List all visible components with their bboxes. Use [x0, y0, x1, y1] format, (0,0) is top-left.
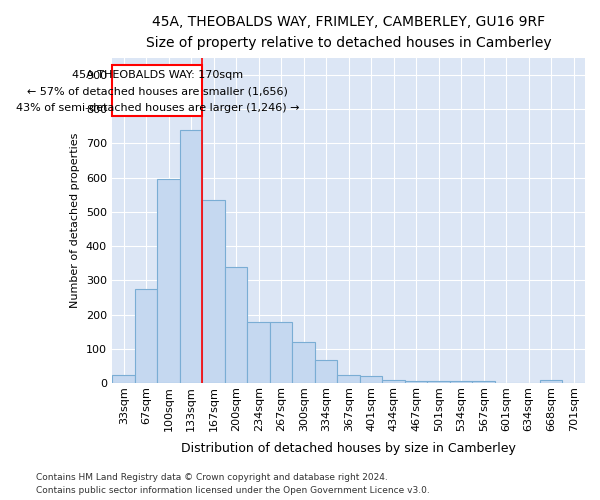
- Text: 43% of semi-detached houses are larger (1,246) →: 43% of semi-detached houses are larger (…: [16, 102, 299, 113]
- Text: ← 57% of detached houses are smaller (1,656): ← 57% of detached houses are smaller (1,…: [27, 86, 288, 96]
- FancyBboxPatch shape: [112, 64, 202, 116]
- Bar: [360, 376, 382, 383]
- Text: 45A THEOBALDS WAY: 170sqm: 45A THEOBALDS WAY: 170sqm: [72, 70, 243, 80]
- Bar: [427, 382, 450, 383]
- X-axis label: Distribution of detached houses by size in Camberley: Distribution of detached houses by size …: [181, 442, 516, 455]
- Text: Contains HM Land Registry data © Crown copyright and database right 2024.
Contai: Contains HM Land Registry data © Crown c…: [36, 474, 430, 495]
- Bar: [202, 200, 225, 383]
- Title: 45A, THEOBALDS WAY, FRIMLEY, CAMBERLEY, GU16 9RF
Size of property relative to de: 45A, THEOBALDS WAY, FRIMLEY, CAMBERLEY, …: [146, 15, 551, 50]
- Bar: [247, 322, 270, 383]
- Bar: [540, 380, 562, 383]
- Bar: [135, 289, 157, 383]
- Bar: [405, 382, 427, 383]
- Bar: [180, 130, 202, 383]
- Bar: [315, 360, 337, 383]
- Bar: [292, 342, 315, 383]
- Bar: [450, 382, 472, 383]
- Bar: [225, 268, 247, 383]
- Bar: [157, 180, 180, 383]
- Bar: [270, 322, 292, 383]
- Bar: [337, 374, 360, 383]
- Bar: [382, 380, 405, 383]
- Bar: [112, 374, 135, 383]
- Y-axis label: Number of detached properties: Number of detached properties: [70, 132, 80, 308]
- Bar: [472, 382, 495, 383]
